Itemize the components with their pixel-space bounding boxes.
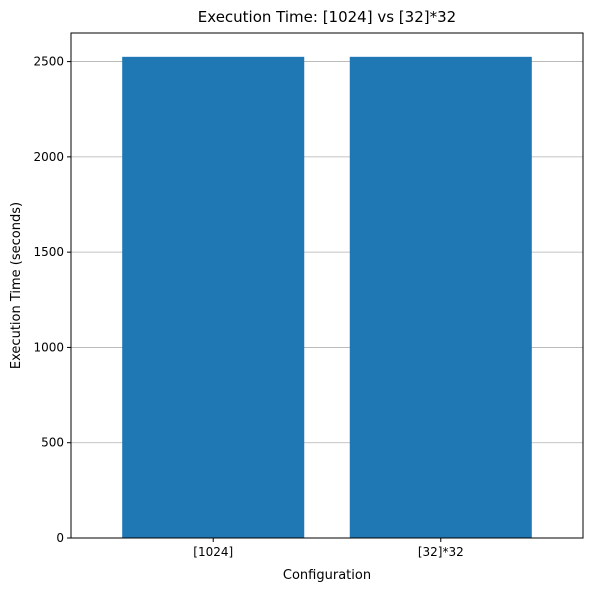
bar [122, 56, 305, 539]
y-tick-label: 1500 [33, 245, 64, 259]
y-tick-label: 0 [56, 531, 64, 545]
x-tick-label: [1024] [193, 545, 233, 559]
y-tick-label: 2000 [33, 150, 64, 164]
y-axis-label: Execution Time (seconds) [9, 202, 24, 369]
y-tick-label: 500 [41, 436, 64, 450]
chart-title: Execution Time: [1024] vs [32]*32 [198, 8, 456, 26]
y-tick-label: 2500 [33, 55, 64, 69]
y-tick-label: 1000 [33, 340, 64, 354]
x-tick-label: [32]*32 [418, 545, 464, 559]
y-axis-ticks: 0 500 1000 1500 2000 2500 [33, 55, 71, 545]
bars [122, 56, 532, 539]
plot-frame [70, 32, 584, 539]
x-axis-ticks: [1024] [32]*32 [193, 538, 464, 559]
bar [349, 56, 532, 539]
x-axis-label: Configuration [283, 568, 371, 583]
